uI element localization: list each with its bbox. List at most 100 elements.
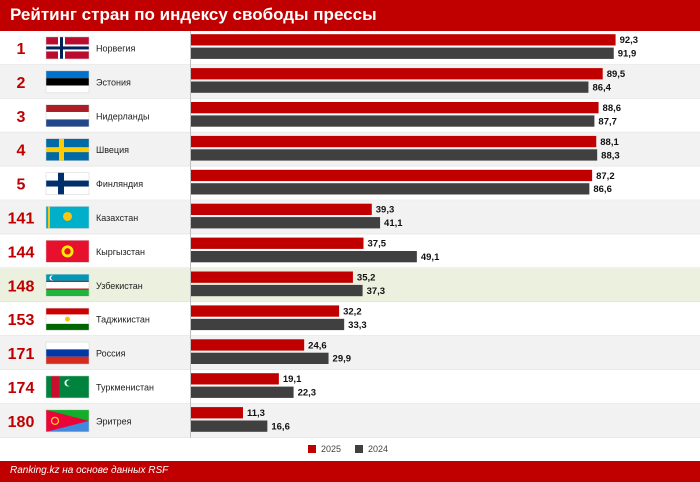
flag-border	[45, 375, 90, 399]
uzbekistan-flag-icon	[46, 288, 89, 290]
legend: 2025 2024	[308, 442, 402, 456]
russia-flag-icon	[46, 349, 89, 357]
value-label-2025: 88,1	[600, 137, 619, 148]
flag-border	[45, 104, 90, 127]
estonia-flag-icon	[46, 78, 89, 86]
value-label-2024: 88,3	[601, 150, 620, 161]
value-label-2025: 92,3	[620, 35, 639, 46]
title-bar: Рейтинг стран по индексу свободы прессы	[0, 0, 700, 31]
kyrgyzstan-flag-icon	[64, 248, 71, 255]
value-label-2025: 35,2	[357, 273, 376, 284]
bar-2024	[191, 352, 329, 364]
bar-2024	[191, 251, 417, 263]
bar-2025	[191, 237, 364, 249]
legend-item-2025: 2025	[308, 444, 341, 454]
uzbekistan-flag-icon	[51, 275, 56, 281]
legend-item-2024: 2024	[355, 444, 388, 454]
rank-label: 171	[8, 346, 35, 363]
value-label-2024: 16,6	[271, 422, 290, 433]
rank-label: 180	[8, 414, 35, 431]
flag-border	[45, 172, 90, 195]
bar-2024	[191, 420, 268, 432]
country-label: Россия	[96, 349, 126, 359]
bar-2025	[191, 203, 372, 215]
rank-label: 5	[17, 177, 26, 194]
russia-flag-icon	[46, 342, 89, 350]
legend-swatch-2025	[308, 445, 316, 453]
bar-chart: 1 Норвегия 92,3 91,9 2 Эстония 89,5 86,4 3 Нидерл…	[0, 31, 700, 438]
country-label: Эстония	[96, 77, 131, 87]
value-label-2024: 91,9	[618, 49, 637, 60]
uzbekistan-flag-icon	[46, 281, 89, 289]
flag-border	[45, 274, 90, 297]
bar-2024	[191, 47, 614, 59]
netherlands-flag-icon	[46, 112, 89, 120]
rank-label: 148	[8, 278, 35, 295]
value-label-2025: 11,3	[247, 408, 265, 419]
chart-title: Рейтинг стран по индексу свободы прессы	[10, 5, 377, 24]
country-label: Туркменистан	[96, 382, 154, 392]
bar-2025	[191, 102, 599, 114]
uzbekistan-flag-icon	[46, 288, 89, 297]
bar-2025	[191, 339, 305, 351]
rank-label: 1	[17, 41, 26, 58]
country-label: Таджикистан	[96, 315, 150, 325]
eritrea-flag-icon	[50, 416, 60, 426]
rank-label: 144	[8, 244, 35, 261]
value-label-2024: 29,9	[333, 354, 352, 365]
rank-label: 3	[17, 109, 26, 126]
value-label-2025: 24,6	[308, 340, 327, 351]
value-label-2025: 88,6	[603, 103, 622, 114]
country-label: Казахстан	[96, 213, 138, 223]
netherlands-flag-icon	[46, 119, 89, 127]
country-label: Кыргызстан	[96, 247, 145, 257]
bar-2024	[191, 284, 363, 297]
country-label: Финляндия	[96, 179, 143, 189]
uzbekistan-flag-icon	[46, 274, 89, 282]
bar-2024	[191, 183, 590, 195]
country-label: Эритрея	[96, 416, 132, 426]
source-note: Ranking.kz на основе данных RSF	[10, 465, 169, 476]
legend-swatch-2024	[355, 445, 364, 453]
bar-2024	[191, 149, 598, 161]
flag-border	[45, 36, 90, 60]
value-label-2025: 87,2	[596, 171, 615, 182]
value-label-2024: 33,3	[348, 320, 367, 331]
kazakhstan-flag-icon	[63, 211, 72, 221]
value-label-2024: 41,1	[384, 218, 403, 229]
tajikistan-flag-icon	[65, 316, 70, 322]
country-label: Узбекистан	[96, 281, 143, 291]
estonia-flag-icon	[46, 85, 89, 93]
bar-2025	[191, 169, 593, 182]
netherlands-flag-icon	[46, 104, 89, 113]
bar-2025	[191, 271, 353, 283]
flag-border	[45, 341, 90, 365]
turkmenistan-flag-icon	[51, 375, 59, 398]
country-label: Норвегия	[96, 43, 136, 53]
row-background	[0, 403, 700, 438]
estonia-flag-icon	[46, 70, 89, 79]
tajikistan-flag-icon	[46, 323, 89, 331]
bar-2024	[191, 386, 294, 398]
value-label-2025: 32,2	[343, 306, 362, 317]
bar-2024	[191, 115, 595, 127]
value-label-2024: 86,6	[593, 184, 612, 195]
rank-label: 2	[17, 75, 26, 92]
sweden-flag-icon	[46, 147, 89, 153]
chart-area: 1 Норвегия 92,3 91,9 2 Эстония 89,5 86,4 3 Нидерл…	[0, 31, 700, 461]
bar-2025	[191, 305, 340, 317]
bar-2024	[191, 318, 345, 331]
legend-label-2024: 2024	[368, 444, 389, 454]
value-label-2025: 89,5	[607, 69, 626, 80]
value-label-2024: 49,1	[421, 252, 440, 263]
flag-border	[45, 206, 90, 229]
value-label-2024: 37,3	[367, 286, 386, 297]
value-label-2024: 86,4	[592, 83, 611, 94]
rank-label: 174	[8, 380, 35, 397]
rank-label: 4	[17, 143, 26, 160]
bar-2025	[191, 407, 243, 419]
finland-flag-icon	[46, 180, 89, 187]
bar-2024	[191, 217, 381, 229]
value-label-2024: 87,7	[598, 116, 617, 127]
country-label: Нидерланды	[96, 111, 149, 121]
